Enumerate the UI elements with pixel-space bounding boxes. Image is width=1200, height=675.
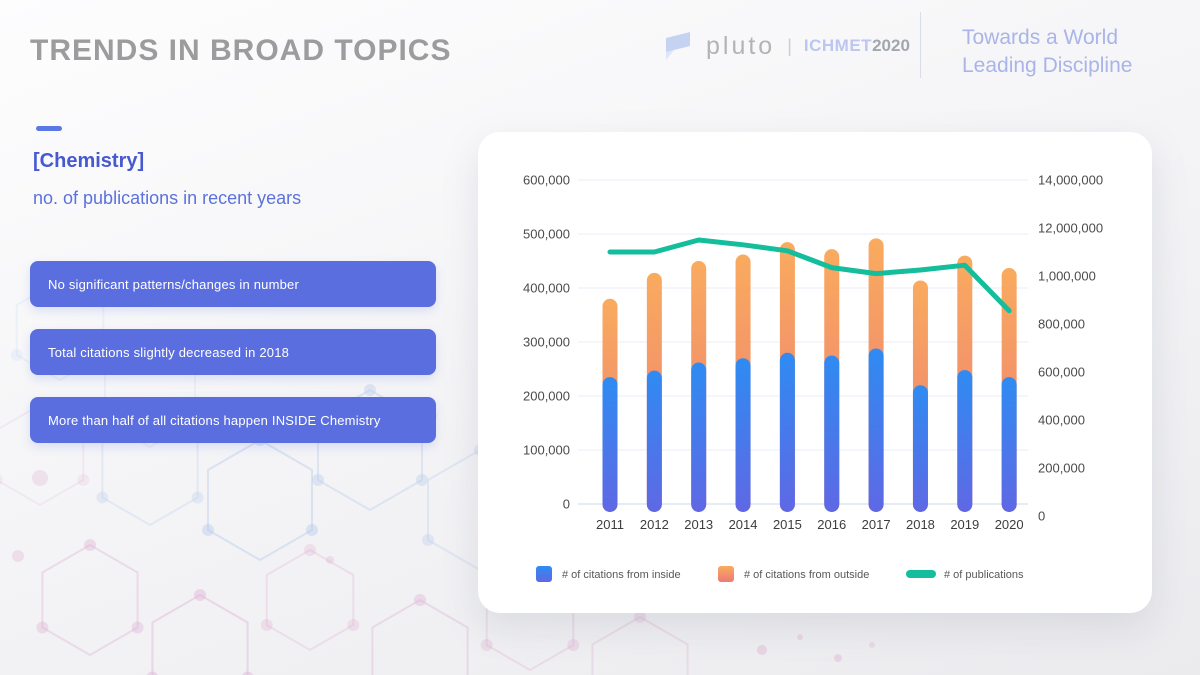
- callout-text-3: More than half of all citations happen I…: [48, 412, 381, 428]
- right-axis-tick-label: 14,000,000: [1038, 173, 1103, 188]
- right-axis-tick-label: 200,000: [1038, 461, 1085, 476]
- right-axis-tick-label: 0: [1038, 509, 1045, 524]
- legend-label-publications: # of publications: [944, 569, 1024, 581]
- left-axis-tick-label: 600,000: [523, 173, 570, 188]
- right-axis-tick-label: 800,000: [1038, 317, 1085, 332]
- callout-box-2: Total citations slightly decreased in 20…: [30, 329, 436, 375]
- bar-segment-inside-2014: [735, 358, 751, 512]
- x-axis-label-2013: 2013: [684, 517, 713, 532]
- bar-segment-inside-2016: [824, 355, 840, 512]
- header-divider: [920, 12, 921, 78]
- bar-segment-inside-2015: [779, 352, 795, 512]
- bar-segment-inside-2020: [1001, 377, 1017, 512]
- logo: pluto | ICHMET2020: [660, 28, 910, 64]
- callout-text-2: Total citations slightly decreased in 20…: [48, 344, 290, 360]
- accent-dash: [36, 126, 62, 131]
- left-axis-tick-label: 300,000: [523, 335, 570, 350]
- legend-swatch-inside: [536, 566, 552, 582]
- left-axis-tick-label: 0: [563, 497, 570, 512]
- x-axis-label-2019: 2019: [950, 517, 979, 532]
- right-axis-tick-label: 400,000: [1038, 413, 1085, 428]
- chart-svg: 0 100,000 200,000 300,000 400,000 500,000 600,…: [523, 173, 1103, 582]
- bar-segment-inside-2017: [868, 348, 884, 512]
- left-axis-tick-label: 400,000: [523, 281, 570, 296]
- callout-box-3: More than half of all citations happen I…: [30, 397, 436, 443]
- bar-segment-inside-2019: [957, 370, 973, 512]
- logo-separator: |: [787, 35, 792, 56]
- x-axis-label-2016: 2016: [817, 517, 846, 532]
- x-axis-label-2012: 2012: [640, 517, 669, 532]
- right-axis-tick-label: 600,000: [1038, 365, 1085, 380]
- x-axis-label-2014: 2014: [729, 517, 758, 532]
- x-axis-label-2020: 2020: [995, 517, 1024, 532]
- topic-subtitle: no. of publications in recent years: [33, 188, 302, 208]
- topic-heading: [Chemistry]: [33, 150, 145, 172]
- right-axis-tick-label: 12,000,000: [1038, 221, 1103, 236]
- logo-event-text: ICHMET: [803, 36, 873, 55]
- bar-segment-inside-2011: [602, 377, 618, 512]
- page-title: TRENDS IN BROAD TOPICS: [30, 34, 452, 67]
- logo-year-text: 2020: [872, 36, 910, 55]
- x-axis-label-2018: 2018: [906, 517, 935, 532]
- bar-segment-inside-2018: [912, 385, 928, 512]
- x-axis-label-2011: 2011: [596, 517, 624, 532]
- callout-text-1: No significant patterns/changes in numbe…: [48, 276, 300, 292]
- left-axis-tick-label: 200,000: [523, 389, 570, 404]
- right-axis-tick-label: 1,000,000: [1038, 269, 1096, 284]
- header-tagline: Towards a World Leading Discipline: [962, 24, 1132, 80]
- legend-label-outside: # of citations from outside: [744, 569, 869, 581]
- chart-card: 0 100,000 200,000 300,000 400,000 500,000 600,…: [478, 132, 1152, 613]
- publications-line: [607, 237, 1012, 314]
- legend-swatch-outside: [718, 566, 734, 582]
- tagline-line-1: Towards a World: [962, 26, 1119, 49]
- pluto-logo-icon: [666, 32, 690, 60]
- left-axis-tick-label: 500,000: [523, 227, 570, 242]
- legend-label-inside: # of citations from inside: [562, 569, 681, 581]
- left-axis-tick-label: 100,000: [523, 443, 570, 458]
- logo-brand-text: pluto: [706, 31, 776, 60]
- x-axis-label-2017: 2017: [862, 517, 891, 532]
- x-axis-label-2015: 2015: [773, 517, 802, 532]
- legend-swatch-line: [906, 570, 936, 578]
- callout-box-1: No significant patterns/changes in numbe…: [30, 261, 436, 307]
- bar-segment-inside-2013: [691, 362, 707, 512]
- bar-segment-inside-2012: [646, 370, 662, 512]
- tagline-line-2: Leading Discipline: [962, 53, 1133, 77]
